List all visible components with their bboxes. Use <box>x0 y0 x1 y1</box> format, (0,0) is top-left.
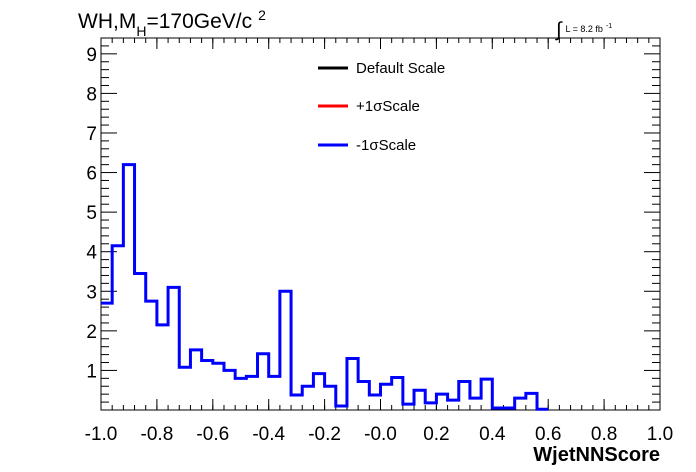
title-subscript: H <box>136 23 146 39</box>
y-axis: 1 2 3 4 5 6 7 8 9 <box>86 37 660 403</box>
luminosity-label: ∫ L = 8.2 fb -1 <box>555 19 612 41</box>
y-tick-label: 7 <box>86 124 97 145</box>
x-tick-label: -0.6 <box>196 424 229 445</box>
title-superscript: 2 <box>258 7 266 23</box>
y-tick-label: 9 <box>86 45 97 66</box>
x-tick-label: 0.2 <box>423 424 449 445</box>
x-tick-label: -0.8 <box>141 424 174 445</box>
x-tick-label: -0.4 <box>252 424 285 445</box>
x-tick-label: 0.4 <box>479 424 506 445</box>
series-layer <box>101 163 549 411</box>
legend-label-plus1sigma: +1σScale <box>356 98 420 115</box>
y-tick-label: 5 <box>86 203 97 224</box>
chart-title: WH,MH=170GeV/c 2 <box>78 7 266 39</box>
series-line-minus1sigma <box>101 163 549 411</box>
y-tick-label: 3 <box>86 282 97 303</box>
x-axis-label: WjetNNScore <box>533 444 660 466</box>
y-tick-label: 6 <box>86 164 97 185</box>
plot-frame <box>100 37 661 411</box>
x-tick-label: 0.8 <box>591 424 617 445</box>
y-tick-label: 1 <box>86 361 97 382</box>
integral-symbol: ∫ <box>555 19 563 41</box>
legend-label-default: Default Scale <box>356 60 445 77</box>
x-tick-label: 1.0 <box>647 424 673 445</box>
y-tick-label: 2 <box>86 322 97 343</box>
x-tick-label: -0.0 <box>364 424 397 445</box>
x-tick-label: 0.6 <box>535 424 561 445</box>
legend: Default Scale +1σScale -1σScale <box>318 60 445 154</box>
x-tick-label: -0.2 <box>308 424 341 445</box>
y-tick-label: 8 <box>86 84 97 105</box>
x-axis: -1.0 -0.8 -0.6 -0.4 -0.2 -0.0 0.2 0.4 0.6 0.8 1.0 <box>85 38 673 445</box>
lumi-superscript: -1 <box>606 23 612 30</box>
legend-label-minus1sigma: -1σScale <box>356 137 416 154</box>
y-tick-label: 4 <box>86 243 97 264</box>
x-tick-label: -1.0 <box>85 424 118 445</box>
